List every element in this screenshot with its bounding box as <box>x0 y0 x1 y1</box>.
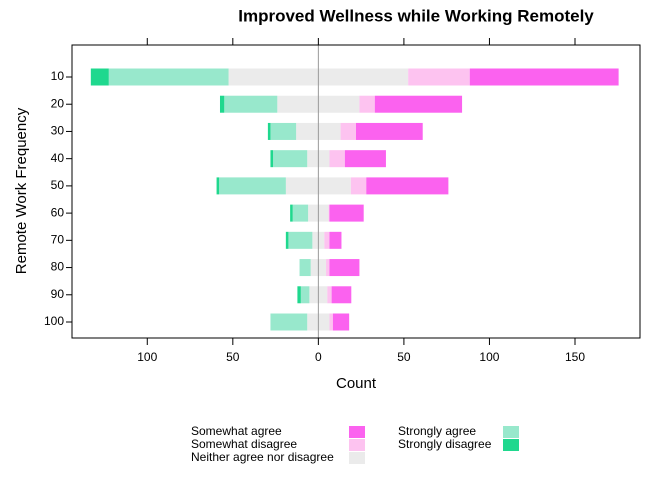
bar-segment <box>267 122 271 140</box>
bar-segment <box>327 286 332 304</box>
bar-segment <box>344 150 386 168</box>
bar-segment <box>297 286 301 304</box>
bar-segment <box>374 95 463 113</box>
bar-segment <box>290 204 293 222</box>
y-tick-label: 60 <box>51 205 65 219</box>
bar-segment <box>324 231 330 249</box>
bar-segment <box>299 259 311 277</box>
bar-segment <box>469 68 619 86</box>
x-tick-label: 150 <box>565 350 585 364</box>
bar-segment <box>328 204 330 222</box>
x-tick-label: 50 <box>226 350 240 364</box>
bar-segment <box>329 150 345 168</box>
bar-segment <box>331 286 352 304</box>
x-tick-label: 100 <box>479 350 499 364</box>
bar-segment <box>219 95 225 113</box>
bar-segment <box>356 122 423 140</box>
bar-segment <box>270 313 308 331</box>
legend-swatch <box>503 426 519 438</box>
legend-label: Somewhat agree <box>191 424 282 438</box>
bar-segment <box>273 150 308 168</box>
y-axis-label: Remote Work Frequency <box>13 107 30 274</box>
bar-segment <box>108 68 229 86</box>
plot-frame <box>71 44 641 339</box>
legend-swatch <box>349 439 365 451</box>
y-tick-label: 30 <box>51 124 65 138</box>
bar-segment <box>359 95 375 113</box>
bar-segment <box>270 122 297 140</box>
bar-segment <box>288 231 313 249</box>
y-tick-label: 10 <box>51 69 65 83</box>
bar-segment <box>216 177 220 195</box>
x-tick-label: 0 <box>315 350 322 364</box>
bar-segment <box>326 259 330 277</box>
x-axis-label: Count <box>336 375 377 392</box>
bar-segment <box>292 204 309 222</box>
y-tick-label: 50 <box>51 178 65 192</box>
y-tick-label: 80 <box>51 260 65 274</box>
bar-segment <box>285 231 289 249</box>
bar-segment <box>408 68 470 86</box>
legend-swatch <box>349 452 365 464</box>
x-tick-label: 100 <box>137 350 157 364</box>
chart-title: Improved Wellness while Working Remotely <box>238 6 594 25</box>
x-tick-label: 50 <box>397 350 411 364</box>
bar-segment <box>90 68 109 86</box>
bar-segment <box>329 231 342 249</box>
y-tick-label: 90 <box>51 287 65 301</box>
bar-segment <box>366 177 449 195</box>
bar-segment <box>329 313 333 331</box>
bar-segment <box>224 95 278 113</box>
y-tick-label: 100 <box>44 314 64 328</box>
legend-swatch <box>503 439 519 451</box>
bar-segment <box>329 204 364 222</box>
legend-swatch <box>349 426 365 438</box>
y-tick-label: 70 <box>51 233 65 247</box>
y-tick-label: 40 <box>51 151 65 165</box>
y-tick-label: 20 <box>51 96 65 110</box>
bar-segment <box>219 177 286 195</box>
bar-segment <box>300 286 310 304</box>
bar-segment <box>329 259 360 277</box>
legend-label: Strongly agree <box>398 424 476 438</box>
legend-label: Neither agree nor disagree <box>191 450 334 464</box>
legend-label: Strongly disagree <box>398 437 492 451</box>
bar-segment <box>270 150 274 168</box>
bar-segment <box>332 313 350 331</box>
bar-segment <box>350 177 367 195</box>
legend-label: Somewhat disagree <box>191 437 297 451</box>
bar-segment <box>340 122 356 140</box>
